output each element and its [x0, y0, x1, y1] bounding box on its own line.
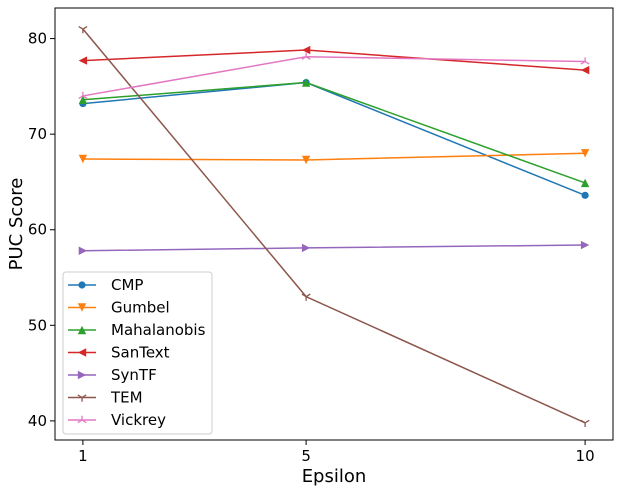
- data-point-mahalanobis: [301, 78, 311, 87]
- legend-marker-gumbel: [77, 303, 87, 312]
- data-point-santext: [78, 56, 88, 65]
- legend-marker-vickrey: [77, 415, 87, 424]
- legend-marker-cmp: [78, 281, 86, 289]
- legend-marker-mahalanobis: [77, 325, 87, 335]
- data-point-mahalanobis: [78, 95, 88, 104]
- series-cmp: [79, 78, 589, 199]
- y-tick-label: 50: [28, 316, 47, 334]
- legend-item-santext: SanText: [68, 344, 170, 362]
- legend-item-mahalanobis: Mahalanobis: [68, 321, 206, 339]
- y-tick-label: 60: [28, 221, 47, 239]
- data-point-mahalanobis: [580, 178, 590, 188]
- series-layer: [78, 25, 590, 427]
- data-point-syntf: [78, 246, 88, 255]
- legend-label-tem: TEM: [110, 389, 143, 407]
- series-mahalanobis: [78, 78, 590, 188]
- data-point-vickrey: [580, 57, 590, 65]
- legend-item-syntf: SynTF: [68, 366, 157, 384]
- legend-marker-santext: [77, 348, 87, 357]
- legend-item-gumbel: Gumbel: [68, 299, 170, 317]
- legend-label-santext: SanText: [111, 344, 170, 362]
- series-tem: [78, 25, 590, 427]
- legend-label-mahalanobis: Mahalanobis: [111, 321, 206, 339]
- data-point-santext: [301, 45, 311, 55]
- legend-label-syntf: SynTF: [111, 366, 157, 384]
- legend-marker-tem: [77, 394, 87, 402]
- data-point-vickrey: [301, 52, 311, 60]
- data-point-tem: [78, 25, 88, 34]
- series-santext: [78, 45, 590, 75]
- legend-box: [62, 271, 213, 435]
- series-gumbel: [78, 149, 590, 165]
- x-tick-label: 10: [576, 447, 595, 465]
- legend-item-vickrey: Vickrey: [68, 411, 166, 429]
- series-line-syntf: [82, 244, 586, 252]
- legend-item-cmp: CMP: [68, 276, 143, 294]
- data-point-santext: [580, 65, 590, 75]
- series-line-vickrey: [82, 55, 586, 97]
- plot-frame: [54, 7, 614, 441]
- series-vickrey: [78, 52, 590, 100]
- legend-label-gumbel: Gumbel: [111, 299, 170, 317]
- data-point-syntf: [580, 240, 590, 250]
- data-point-syntf: [301, 243, 311, 253]
- x-axis: 1 5 10: [78, 440, 595, 465]
- data-point-tem: [301, 293, 311, 301]
- x-axis-title: Epsilon: [302, 466, 367, 487]
- series-line-cmp: [82, 81, 586, 197]
- data-point-gumbel: [301, 155, 311, 165]
- data-point-gumbel: [78, 154, 88, 164]
- legend-label-vickrey: Vickrey: [111, 411, 166, 429]
- data-point-cmp: [581, 191, 589, 199]
- legend-label-cmp: CMP: [111, 276, 143, 294]
- series-syntf: [78, 240, 590, 255]
- y-tick-label: 70: [28, 125, 47, 143]
- data-point-gumbel: [580, 149, 590, 158]
- legend-marker-syntf: [77, 370, 87, 380]
- y-axis-title: PUC Score: [6, 178, 27, 271]
- x-tick-label: 5: [301, 447, 311, 465]
- x-tick-label: 1: [78, 447, 88, 465]
- legend: CMP Gumbel Mahalanobis SanText SynTF TEM Vickr…: [62, 271, 213, 435]
- series-line-gumbel: [82, 152, 586, 161]
- series-line-mahalanobis: [82, 81, 586, 184]
- y-tick-label: 80: [28, 30, 47, 48]
- data-point-vickrey: [78, 91, 88, 100]
- y-tick-label: 40: [28, 412, 47, 430]
- legend-item-tem: TEM: [68, 389, 143, 407]
- data-point-tem: [580, 419, 590, 427]
- y-axis: 40 50 60 70 80: [28, 30, 55, 430]
